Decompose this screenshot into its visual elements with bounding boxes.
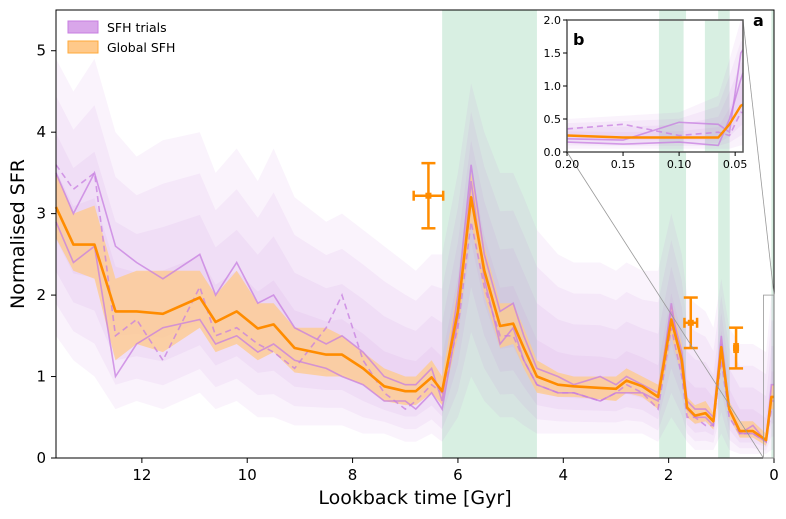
legend-swatch-trials bbox=[67, 20, 99, 34]
error-point bbox=[683, 296, 699, 350]
error-marker bbox=[425, 192, 432, 199]
x-tick-label: 12 bbox=[132, 466, 151, 484]
trial-line bbox=[55, 180, 774, 444]
error-marker bbox=[733, 345, 740, 352]
inset-trials bbox=[566, 49, 744, 147]
inset-x-tick-label: 0.10 bbox=[667, 158, 692, 171]
trial-line bbox=[55, 164, 774, 444]
y-tick-label: 1 bbox=[36, 368, 46, 386]
inset-x-tick-label: 0.15 bbox=[611, 158, 636, 171]
inset-y-tick-label: 0.5 bbox=[544, 113, 562, 126]
panel-label-a: a bbox=[753, 11, 764, 30]
trial-lines bbox=[55, 164, 774, 444]
global-sfh-polyline bbox=[54, 196, 774, 442]
trial-line bbox=[55, 164, 774, 444]
y-tick-label: 0 bbox=[36, 449, 46, 467]
trials-envelope-layer bbox=[567, 41, 743, 146]
inset-global-line bbox=[566, 103, 744, 139]
inset-connectors bbox=[566, 19, 775, 459]
trials-envelope-layer bbox=[56, 95, 774, 451]
error-point bbox=[412, 161, 445, 230]
trial-line bbox=[566, 72, 744, 147]
error-points bbox=[412, 161, 744, 370]
trials-envelope-layer bbox=[567, 83, 743, 141]
zoom-region-box bbox=[763, 294, 775, 459]
connector-line bbox=[742, 19, 775, 296]
x-tick-label: 10 bbox=[238, 466, 257, 484]
legend-label-global: Global SFH bbox=[107, 40, 175, 55]
trials-envelope-layer bbox=[56, 58, 774, 454]
x-tick-label: 0 bbox=[769, 466, 779, 484]
y-axis-label: Normalised SFR bbox=[7, 159, 29, 309]
x-tick-label: 2 bbox=[664, 466, 674, 484]
inset-y-tick-label: 1.5 bbox=[544, 47, 562, 60]
y-tick-label: 2 bbox=[36, 286, 46, 304]
y-tick-label: 3 bbox=[36, 205, 46, 223]
shaded-interval bbox=[442, 10, 537, 458]
inset-y-tick-label: 0.0 bbox=[544, 146, 562, 159]
global-sfh-line bbox=[54, 196, 774, 442]
shaded-interval bbox=[658, 20, 684, 152]
shaded-interval bbox=[771, 10, 774, 458]
x-tick-label: 8 bbox=[348, 466, 358, 484]
error-point bbox=[729, 326, 744, 370]
inset-y-tick-label: 2.0 bbox=[544, 14, 562, 27]
trial-line bbox=[566, 49, 744, 141]
inset-x-tick-label: 0.20 bbox=[555, 158, 580, 171]
connector-line bbox=[566, 151, 764, 459]
inset-shaded-intervals bbox=[658, 20, 730, 152]
inset-panel: 0.20 0.15 0.10 0.05 0.0 0.5 1.0 1.5 2.0 bbox=[544, 14, 748, 171]
main-axes-frame bbox=[55, 9, 775, 459]
legend: SFH trials Global SFH bbox=[67, 20, 175, 55]
y-tick-label: 5 bbox=[36, 42, 46, 60]
inset-y-tick-label: 1.0 bbox=[544, 80, 562, 93]
x-tick-label: 6 bbox=[453, 466, 463, 484]
trials-envelope-layer bbox=[567, 20, 743, 149]
trials-envelope-layer bbox=[56, 168, 774, 444]
x-axis-label: Lookback time [Gyr] bbox=[318, 487, 511, 509]
trial-line bbox=[566, 111, 743, 137]
panel-label-b: b bbox=[573, 30, 584, 49]
trials-envelope-layer bbox=[56, 133, 774, 447]
y-tick-label: 4 bbox=[36, 123, 46, 141]
error-marker bbox=[687, 319, 694, 326]
x-tick-label: 4 bbox=[559, 466, 569, 484]
shaded-interval bbox=[718, 10, 730, 458]
trials-envelope bbox=[56, 58, 774, 454]
legend-swatch-global bbox=[67, 40, 99, 54]
legend-label-trials: SFH trials bbox=[107, 20, 167, 35]
global-sfh-polyline bbox=[566, 103, 744, 139]
inset-x-tick-label: 0.05 bbox=[723, 158, 748, 171]
